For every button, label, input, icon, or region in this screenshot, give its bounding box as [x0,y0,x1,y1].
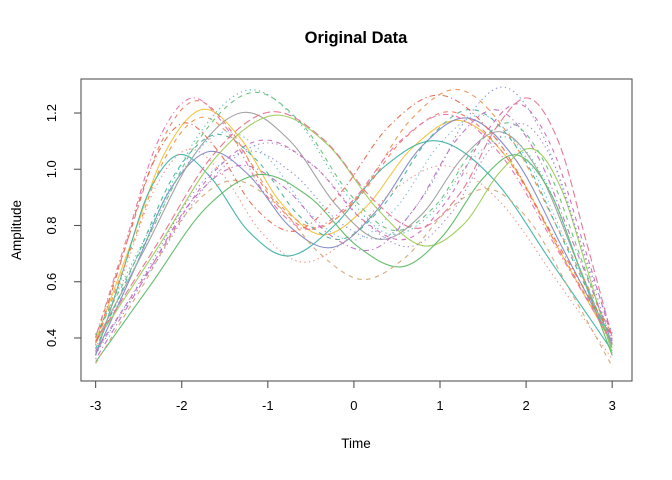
y-tick-label: 0.6 [44,273,59,291]
curve-line-curve-02 [95,140,613,356]
x-tick-label: -2 [176,398,188,413]
y-tick-label: 1.0 [44,160,59,178]
x-tick-label: 3 [609,398,616,413]
curve-lines [95,86,613,367]
curve-line-curve-09 [95,91,613,346]
plot-box [80,78,633,382]
y-tick-label: 0.4 [44,329,59,347]
curve-line-curve-16 [95,148,613,360]
curve-line-curve-20 [95,94,613,346]
curve-line-curve-15 [95,89,613,351]
curve-line-curve-08 [95,89,613,344]
curve-line-curve-04 [95,111,613,349]
axes: -3 -2 -1 0 1 2 3 0.4 0.6 0.8 1.0 1.2 [44,104,616,413]
x-tick-label: 2 [522,398,529,413]
x-tick-label: -1 [262,398,274,413]
x-tick-label: 0 [350,398,357,413]
y-tick-label: 0.8 [44,216,59,234]
curve-line-curve-11 [95,179,613,367]
curve-line-curve-05 [95,114,613,354]
y-axis-label: Amplitude [9,200,24,260]
x-tick-label: -3 [90,398,102,413]
curve-line-curve-07 [95,100,613,342]
curve-line-curve-10 [95,103,613,352]
x-tick-label: 1 [436,398,443,413]
curve-line-curve-14 [95,86,613,355]
curve-line-curve-03 [95,117,613,355]
curve-line-curve-19 [95,97,613,343]
x-axis-label: Time [341,436,371,451]
curve-line-curve-01 [95,108,613,345]
plot-title: Original Data [305,29,409,47]
y-tick-label: 1.2 [44,104,59,122]
curve-line-curve-13 [95,97,613,342]
curve-line-curve-21 [95,109,613,360]
